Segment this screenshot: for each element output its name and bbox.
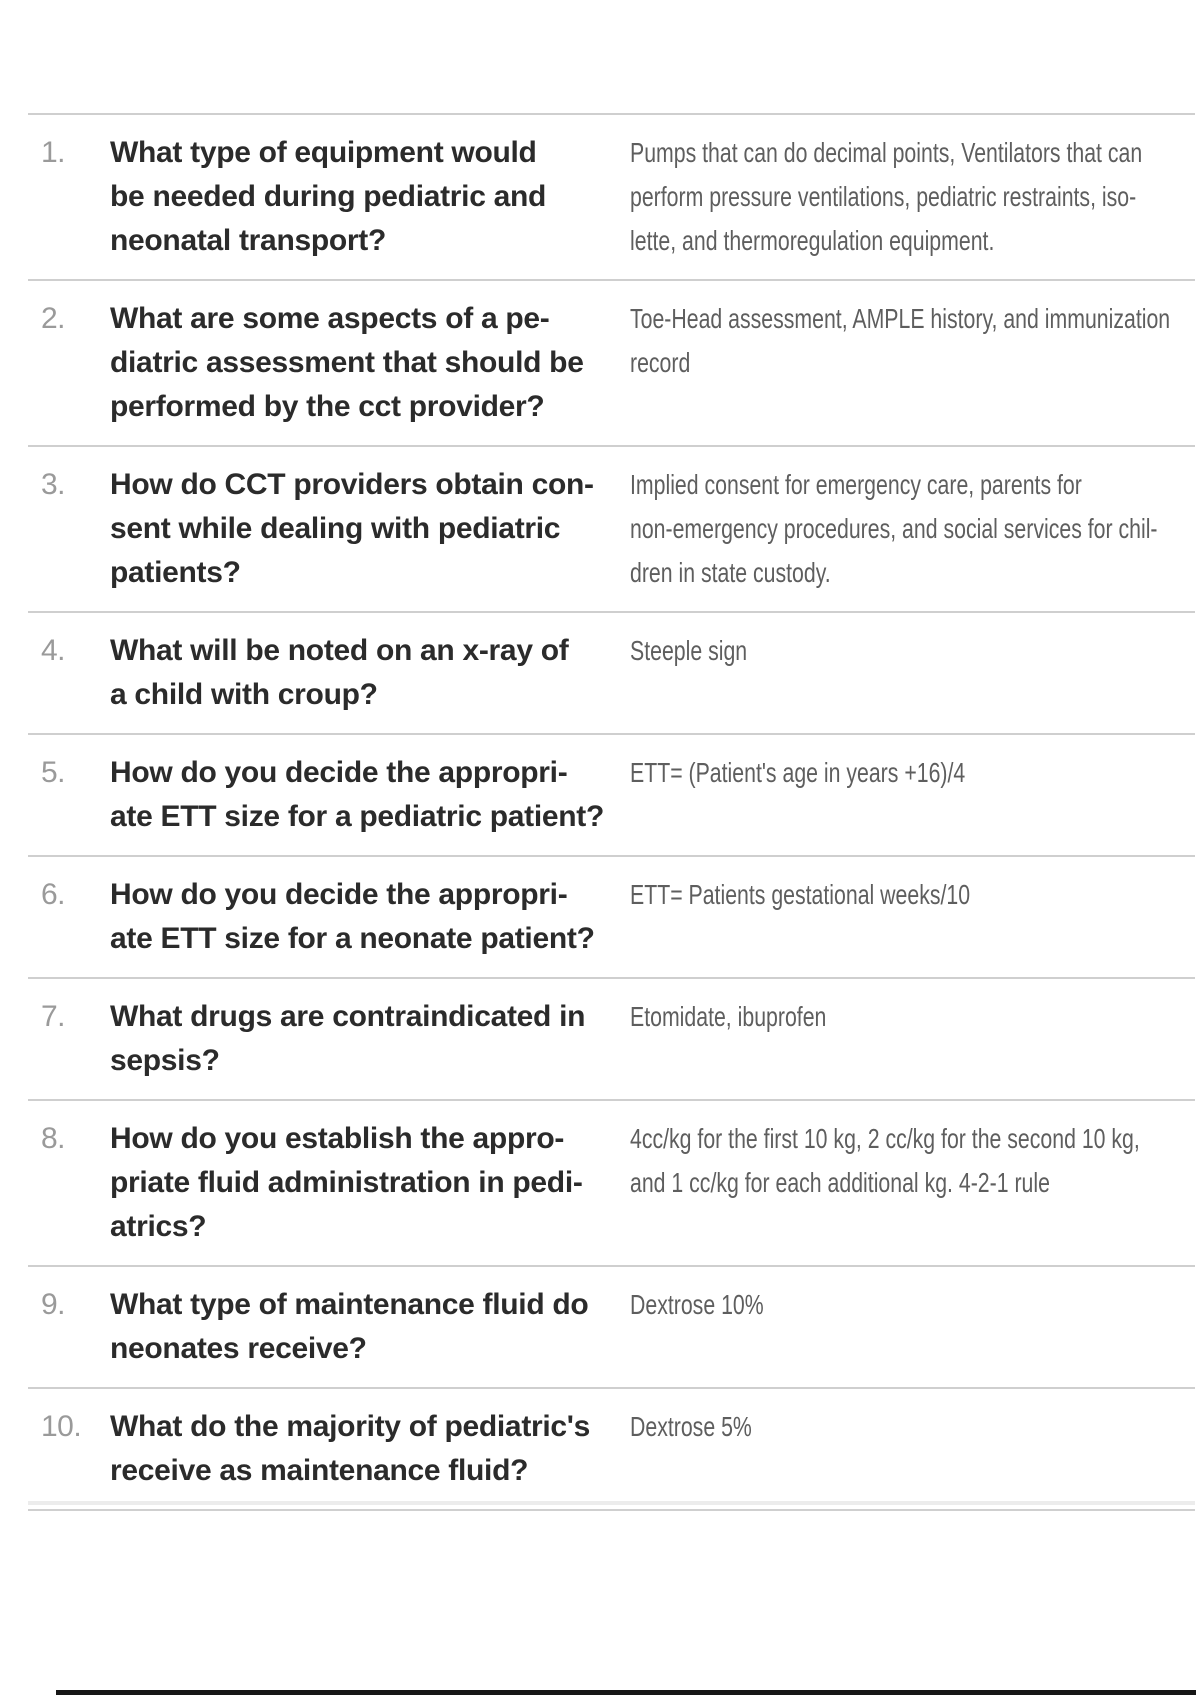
- answer-cell: ETT= (Patient's age in years +16)/4: [630, 751, 1195, 795]
- question-text: What do the majority of pediatric's rece…: [110, 1410, 591, 1487]
- qa-row: 8. How do you establish the appro- priat…: [28, 1101, 1195, 1267]
- question-text: How do CCT providers obtain con- sent wh…: [110, 468, 594, 589]
- question-text: What type of equipment would be needed d…: [110, 136, 547, 257]
- answer-cell: Dextrose 10%: [630, 1283, 1195, 1327]
- question-number: 10.: [41, 1410, 82, 1443]
- question-number: 8.: [41, 1122, 66, 1155]
- qa-list: 1. What type of equipment would be neede…: [28, 113, 1195, 1511]
- question-number: 4.: [41, 634, 66, 667]
- answer-cell: 4cc/kg for the first 10 kg, 2 cc/kg for …: [630, 1117, 1195, 1205]
- qa-row: 3. How do CCT providers obtain con- sent…: [28, 447, 1195, 613]
- qa-row: 4. What will be noted on an x-ray of a c…: [28, 613, 1195, 735]
- answer-text: Pumps that can do decimal points, Ventil…: [630, 137, 1143, 256]
- qa-row: 10. What do the majority of pediatric's …: [28, 1389, 1195, 1511]
- qa-row: 5. How do you decide the appropri- ate E…: [28, 735, 1195, 857]
- question-number: 7.: [41, 1000, 66, 1033]
- answer-cell: Steeple sign: [630, 629, 1195, 673]
- question-text: What drugs are contraindicated in sepsis…: [110, 1000, 586, 1077]
- question-text: What will be noted on an x-ray of a chil…: [110, 634, 569, 711]
- answer-cell: Toe-Head assessment, AMPLE history, and …: [630, 297, 1195, 385]
- question-text: What type of maintenance fluid do neonat…: [110, 1288, 589, 1365]
- faint-divider: [28, 1501, 1195, 1505]
- answer-cell: ETT= Patients gestational weeks/10: [630, 873, 1195, 917]
- answer-text: Steeple sign: [630, 635, 748, 666]
- answer-text: 4cc/kg for the first 10 kg, 2 cc/kg for …: [630, 1123, 1140, 1198]
- answer-text: Toe-Head assessment, AMPLE history, and …: [630, 303, 1171, 378]
- answer-text: Dextrose 10%: [630, 1289, 764, 1320]
- qa-row: 9. What type of maintenance fluid do neo…: [28, 1267, 1195, 1389]
- answer-text: Etomidate, ibuprofen: [630, 1001, 827, 1032]
- question-text: How do you decide the appropri- ate ETT …: [110, 756, 605, 833]
- qa-row: 1. What type of equipment would be neede…: [28, 115, 1195, 281]
- question-number: 2.: [41, 302, 66, 335]
- answer-cell: Pumps that can do decimal points, Ventil…: [630, 131, 1195, 263]
- answer-text: ETT= (Patient's age in years +16)/4: [630, 757, 966, 788]
- question-number: 1.: [41, 136, 66, 169]
- question-number: 6.: [41, 878, 66, 911]
- answer-text: Dextrose 5%: [630, 1411, 752, 1442]
- answer-text: Implied consent for emergency care, pare…: [630, 469, 1158, 588]
- qa-row: 7. What drugs are contraindicated in sep…: [28, 979, 1195, 1101]
- question-text: How do you establish the appro- priate f…: [110, 1122, 583, 1243]
- answer-cell: Etomidate, ibuprofen: [630, 995, 1195, 1039]
- answer-text: ETT= Patients gestational weeks/10: [630, 879, 971, 910]
- answer-cell: Implied consent for emergency care, pare…: [630, 463, 1195, 595]
- answer-cell: Dextrose 5%: [630, 1405, 1195, 1449]
- qa-row: 2. What are some aspects of a pe- diatri…: [28, 281, 1195, 447]
- page-bottom-rule: [56, 1690, 1196, 1695]
- question-text: What are some aspects of a pe- diatric a…: [110, 302, 584, 423]
- question-number: 3.: [41, 468, 66, 501]
- question-text: How do you decide the appropri- ate ETT …: [110, 878, 595, 955]
- question-number: 5.: [41, 756, 66, 789]
- question-number: 9.: [41, 1288, 66, 1321]
- qa-row: 6. How do you decide the appropri- ate E…: [28, 857, 1195, 979]
